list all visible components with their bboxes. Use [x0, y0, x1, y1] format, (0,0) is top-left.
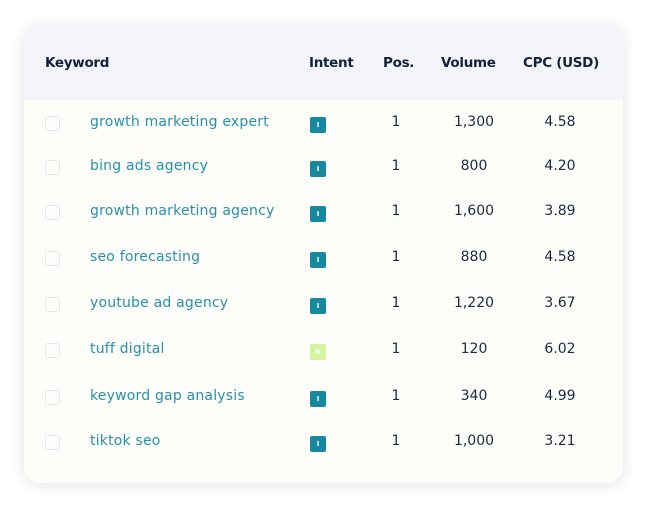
volume-value: 1,000 [453, 433, 495, 449]
cpc-value: 3.89 [544, 203, 576, 219]
position-value: 1 [391, 295, 401, 311]
header-cpc[interactable]: CPC (USD) [523, 55, 599, 71]
row-checkbox[interactable] [45, 116, 60, 131]
volume-value: 120 [460, 341, 488, 357]
keyword-link[interactable]: seo forecasting [90, 249, 201, 265]
cpc-value: 4.99 [544, 388, 576, 404]
keyword-table-card: Keyword Intent Pos. Volume CPC (USD) gro… [24, 24, 623, 483]
intent-badge: I [310, 206, 326, 222]
keyword-link[interactable]: bing ads agency [90, 158, 209, 174]
header-keyword[interactable]: Keyword [45, 55, 110, 71]
table-header: Keyword Intent Pos. Volume CPC (USD) [24, 24, 623, 100]
volume-value: 1,220 [453, 295, 495, 311]
cpc-value: 4.58 [544, 249, 576, 265]
position-value: 1 [391, 158, 401, 174]
keyword-link[interactable]: keyword gap analysis [90, 388, 245, 404]
row-checkbox[interactable] [45, 297, 60, 312]
intent-badge: I [310, 161, 326, 177]
volume-value: 1,600 [453, 203, 495, 219]
table-row: bing ads agency I 1 800 4.20 [24, 148, 623, 192]
volume-value: 800 [460, 158, 488, 174]
intent-badge: I [310, 252, 326, 268]
intent-badge: N [310, 344, 326, 360]
cpc-value: 4.20 [544, 158, 576, 174]
volume-value: 1,300 [453, 114, 495, 130]
position-value: 1 [391, 203, 401, 219]
table-row: tiktok seo I 1 1,000 3.21 [24, 423, 623, 467]
cpc-value: 4.58 [544, 114, 576, 130]
intent-badge: I [310, 298, 326, 314]
keyword-link[interactable]: youtube ad agency [90, 295, 229, 311]
cpc-value: 3.21 [544, 433, 576, 449]
keyword-link[interactable]: tiktok seo [90, 433, 161, 449]
position-value: 1 [391, 388, 401, 404]
header-pos[interactable]: Pos. [383, 55, 415, 71]
position-value: 1 [391, 114, 401, 130]
header-volume[interactable]: Volume [441, 55, 496, 71]
table-row: keyword gap analysis I 1 340 4.99 [24, 378, 623, 422]
table-row: growth marketing agency I 1 1,600 3.89 [24, 193, 623, 237]
row-checkbox[interactable] [45, 343, 60, 358]
table-row: tuff digital N 1 120 6.02 [24, 331, 623, 375]
row-checkbox[interactable] [45, 205, 60, 220]
table-row: seo forecasting I 1 880 4.58 [24, 239, 623, 283]
keyword-link[interactable]: growth marketing agency [90, 203, 275, 219]
keyword-link[interactable]: tuff digital [90, 341, 165, 357]
intent-badge: I [310, 391, 326, 407]
header-intent[interactable]: Intent [309, 55, 354, 71]
cpc-value: 6.02 [544, 341, 576, 357]
table-row: youtube ad agency I 1 1,220 3.67 [24, 285, 623, 329]
position-value: 1 [391, 433, 401, 449]
intent-badge: I [310, 436, 326, 452]
volume-value: 340 [460, 388, 488, 404]
position-value: 1 [391, 249, 401, 265]
row-checkbox[interactable] [45, 160, 60, 175]
intent-badge: I [310, 117, 326, 133]
volume-value: 880 [460, 249, 488, 265]
keyword-link[interactable]: growth marketing expert [90, 114, 269, 130]
cpc-value: 3.67 [544, 295, 576, 311]
table-row: growth marketing expert I 1 1,300 4.58 [24, 104, 623, 148]
row-checkbox[interactable] [45, 251, 60, 266]
row-checkbox[interactable] [45, 390, 60, 405]
row-checkbox[interactable] [45, 435, 60, 450]
position-value: 1 [391, 341, 401, 357]
